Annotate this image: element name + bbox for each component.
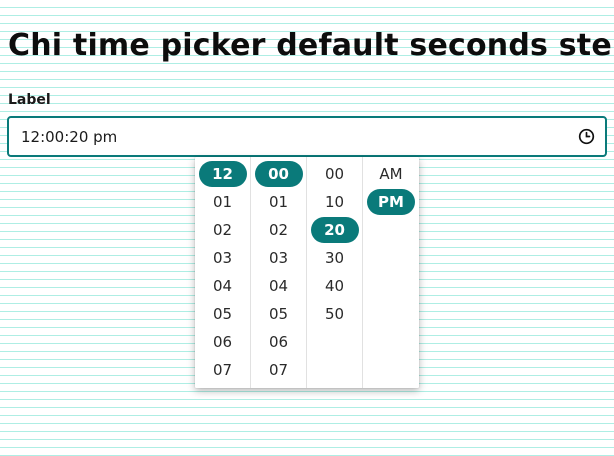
time-input[interactable]: 12:00:20 pm — [7, 116, 607, 157]
hour-option[interactable]: 03 — [212, 249, 233, 267]
period-option-am[interactable]: AM — [379, 165, 403, 183]
second-option[interactable]: 30 — [324, 249, 345, 267]
page-title: Chi time picker default seconds step — [8, 28, 614, 63]
hour-option[interactable]: 07 — [212, 361, 233, 379]
second-option[interactable]: 00 — [324, 165, 345, 183]
second-option[interactable]: 10 — [324, 193, 345, 211]
hour-option[interactable]: 12 — [198, 161, 247, 187]
hour-option[interactable]: 02 — [212, 221, 233, 239]
time-input-value[interactable]: 12:00:20 pm — [21, 128, 118, 146]
time-picker-dropdown: 12 01 02 03 04 05 06 07 00 01 02 03 04 0… — [195, 157, 419, 388]
hour-option[interactable]: 04 — [212, 277, 233, 295]
second-option[interactable]: 40 — [324, 277, 345, 295]
clock-icon[interactable] — [578, 128, 595, 145]
minute-option[interactable]: 04 — [268, 277, 289, 295]
period-column[interactable]: AM PM — [363, 157, 419, 388]
hour-option[interactable]: 05 — [212, 305, 233, 323]
second-option[interactable]: 50 — [324, 305, 345, 323]
minute-option[interactable]: 07 — [268, 361, 289, 379]
hour-option[interactable]: 01 — [212, 193, 233, 211]
minute-option[interactable]: 03 — [268, 249, 289, 267]
hour-option[interactable]: 06 — [212, 333, 233, 351]
hours-column[interactable]: 12 01 02 03 04 05 06 07 — [195, 157, 251, 388]
minute-option[interactable]: 01 — [268, 193, 289, 211]
minutes-column[interactable]: 00 01 02 03 04 05 06 07 — [251, 157, 307, 388]
second-option[interactable]: 20 — [310, 217, 359, 243]
field-label: Label — [8, 92, 51, 108]
minute-option[interactable]: 06 — [268, 333, 289, 351]
seconds-column[interactable]: 00 10 20 30 40 50 — [307, 157, 363, 388]
minute-option[interactable]: 00 — [254, 161, 303, 187]
minute-option[interactable]: 05 — [268, 305, 289, 323]
minute-option[interactable]: 02 — [268, 221, 289, 239]
period-option-pm[interactable]: PM — [367, 189, 415, 215]
